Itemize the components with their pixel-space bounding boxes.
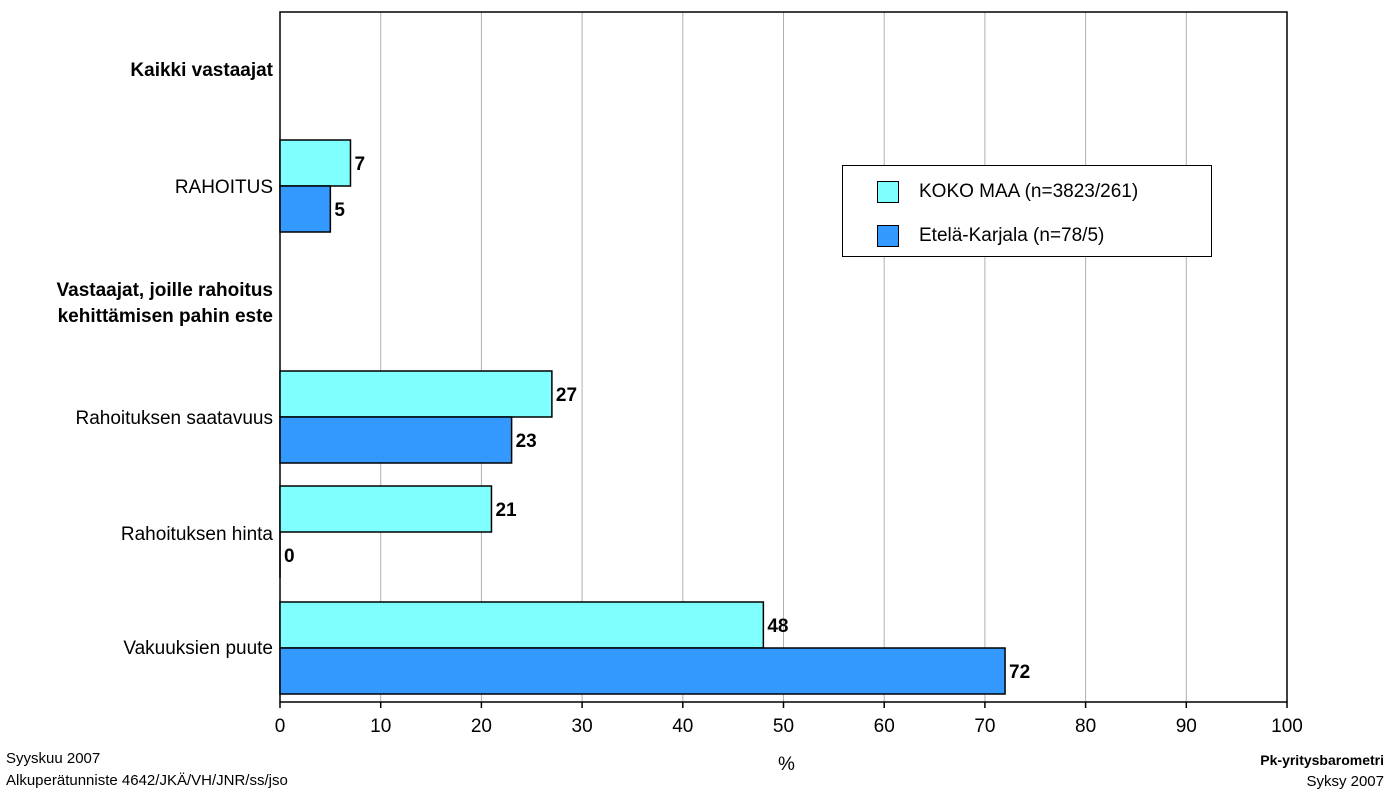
data-label: 7 xyxy=(354,154,365,175)
data-label: 23 xyxy=(516,431,537,452)
category-label: kehittämisen pahin este xyxy=(58,306,273,327)
x-tick-label: 10 xyxy=(370,716,391,737)
x-tick-label: 30 xyxy=(572,716,593,737)
data-label: 0 xyxy=(284,546,295,567)
data-label: 21 xyxy=(495,500,517,521)
footer-title: Pk-yritysbarometri xyxy=(1260,752,1384,768)
bar-etela-karjala xyxy=(279,647,1006,695)
bar-etela-karjala xyxy=(279,185,332,233)
x-tick-label: 0 xyxy=(275,716,286,737)
bar-koko-maa xyxy=(279,370,553,418)
bar-koko-maa xyxy=(279,601,765,649)
x-tick-label: 70 xyxy=(974,716,995,737)
x-tick-label: 80 xyxy=(1075,716,1096,737)
x-tick-label: 90 xyxy=(1176,716,1197,737)
x-tick-label: 40 xyxy=(672,716,693,737)
legend-swatch-etela-karjala xyxy=(877,225,899,247)
bar-etela-karjala xyxy=(279,416,513,464)
category-label: Vakuuksien puute xyxy=(123,638,273,659)
x-tick-label: 100 xyxy=(1271,716,1303,737)
category-label: Vastaajat, joille rahoitus xyxy=(57,280,273,301)
legend-item-etela-karjala: Etelä-Karjala (n=78/5) xyxy=(877,224,1104,248)
legend-label-koko-maa: KOKO MAA (n=3823/261) xyxy=(919,181,1139,202)
footer-source-id: Alkuperätunniste 4642/JKÄ/VH/JNR/ss/jso xyxy=(6,772,288,789)
x-axis-label: % xyxy=(778,754,795,775)
bar-koko-maa xyxy=(279,485,493,533)
category-label: Kaikki vastaajat xyxy=(130,60,273,81)
data-label: 27 xyxy=(556,385,577,406)
data-label: 48 xyxy=(767,616,788,637)
data-label: 72 xyxy=(1009,662,1030,683)
legend-swatch-koko-maa xyxy=(877,181,899,203)
category-label: Rahoituksen saatavuus xyxy=(75,408,273,429)
legend-item-koko-maa: KOKO MAA (n=3823/261) xyxy=(877,180,1138,204)
data-label: 5 xyxy=(334,200,345,221)
footer-season: Syksy 2007 xyxy=(1306,773,1384,790)
category-label: Rahoituksen hinta xyxy=(121,524,274,545)
category-label: RAHOITUS xyxy=(175,177,273,198)
x-tick-label: 60 xyxy=(874,716,895,737)
x-tick-label: 50 xyxy=(773,716,794,737)
legend-label-etela-karjala: Etelä-Karjala (n=78/5) xyxy=(919,225,1105,246)
x-tick-label: 20 xyxy=(471,716,492,737)
footer-date: Syyskuu 2007 xyxy=(6,750,101,767)
chart-legend: KOKO MAA (n=3823/261) Etelä-Karjala (n=7… xyxy=(842,165,1212,257)
bar-koko-maa xyxy=(279,139,352,187)
